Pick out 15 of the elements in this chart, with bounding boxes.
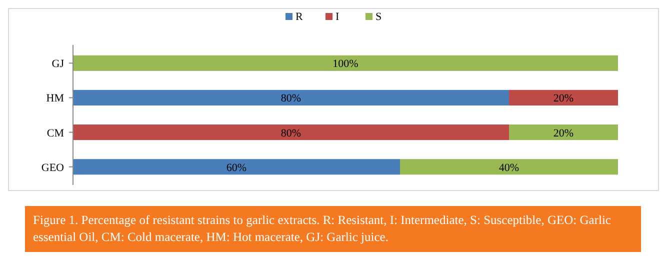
data-label: 20% <box>553 92 574 105</box>
data-label: 80% <box>280 127 302 140</box>
caption: Figure 1. Percentage of resistant strains to garlic extracts. R: Resistant, I: Intermediate, S: Susceptible, GEO: Garlic essential Oil, CM: Cold macerate, HM: Hot macerate, GJ: Garlic juice. <box>25 206 641 252</box>
y-tick-label: GJ <box>52 58 65 70</box>
y-tick-label: GEO <box>41 162 64 174</box>
data-label: 60% <box>226 162 247 174</box>
data-label: 100% <box>332 58 358 70</box>
data-label: 40% <box>498 162 520 174</box>
legend-label: R <box>296 11 304 23</box>
y-tick-label: CM <box>46 127 64 140</box>
data-label: 80% <box>280 92 302 105</box>
data-label: 20% <box>553 127 574 140</box>
legend-label: S <box>376 11 382 23</box>
legend-label: I <box>336 11 340 23</box>
y-tick-label: HM <box>46 92 64 105</box>
